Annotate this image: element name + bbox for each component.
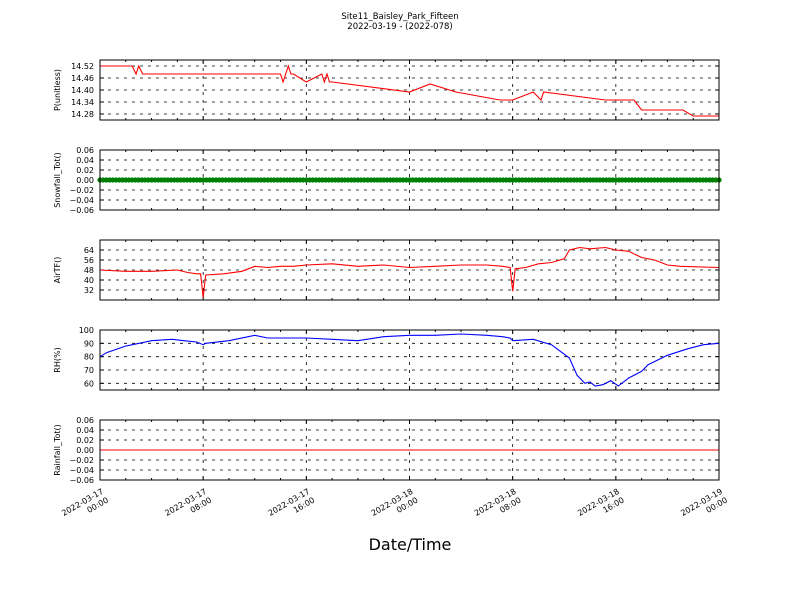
y-axis-label: P(unitless) (53, 69, 62, 111)
y-axis-label: Snowfall_Tot() (53, 152, 62, 208)
y-tick-label: 40 (84, 276, 94, 285)
y-tick-label: 14.52 (71, 62, 94, 71)
series-line (100, 64, 719, 117)
y-tick-label: 100 (79, 326, 94, 335)
y-tick-label: 32 (84, 286, 94, 295)
axes-frame (99, 329, 720, 391)
y-tick-label: −0.04 (69, 466, 94, 475)
y-axis-label: AirTF() (53, 257, 62, 284)
subplot-4: 60 70 80 90 100 RH(%) (53, 326, 720, 391)
y-tick-label: 48 (84, 266, 94, 275)
subplot-1: 14.28 14.34 14.40 14.46 14.52 P(unitless) (53, 59, 720, 121)
y-tick-label: 0.06 (76, 416, 94, 425)
series-line (99, 246, 720, 298)
y-tick-label: 14.34 (71, 98, 94, 107)
y-tick-label: 90 (84, 339, 94, 348)
y-tick-label: 60 (84, 379, 94, 388)
y-tick-label: 56 (84, 256, 94, 265)
y-tick-label: 0.00 (76, 176, 94, 185)
y-axis-label: Rainfall_Tot() (53, 424, 62, 476)
y-tick-label: 0.06 (76, 146, 94, 155)
y-tick-label: −0.06 (69, 476, 94, 485)
y-tick-label: 64 (84, 246, 94, 255)
axes-frame (99, 149, 720, 211)
y-tick-label: 70 (84, 366, 94, 375)
y-tick-label: −0.02 (69, 186, 94, 195)
axes-frame (99, 59, 720, 121)
y-tick-label: 80 (84, 353, 94, 362)
y-tick-label: −0.04 (69, 196, 94, 205)
y-tick-label: 14.40 (71, 86, 94, 95)
axes-frame (99, 239, 720, 301)
axes-frame (99, 419, 720, 481)
figure-subtitle: 2022-03-19 - (2022-078) (347, 22, 452, 32)
y-tick-label: 0.04 (76, 156, 94, 165)
figure-title: Site11_Baisley_Park_Fifteen (341, 12, 458, 22)
y-tick-label: 0.02 (76, 436, 94, 445)
series-line (99, 333, 720, 387)
x-axis-label: Date/Time (369, 535, 452, 554)
y-tick-label: −0.06 (69, 206, 94, 215)
subplot-5: −0.06−0.04−0.020.000.020.040.06 Rainfall_… (53, 416, 720, 485)
y-tick-label: 0.02 (76, 166, 94, 175)
y-tick-label: 0.00 (76, 446, 94, 455)
subplots: 14.28 14.34 14.40 14.46 14.52 P(unitless) −0.0… (53, 59, 722, 485)
y-tick-label: −0.02 (69, 456, 94, 465)
y-tick-label: 14.28 (71, 110, 94, 119)
y-tick-label: 0.04 (76, 426, 94, 435)
subplot-2: −0.06−0.04−0.020.000.020.040.06 Snowfall_… (53, 146, 722, 215)
y-axis-label: RH(%) (53, 347, 62, 372)
y-tick-label: 14.46 (71, 74, 94, 83)
